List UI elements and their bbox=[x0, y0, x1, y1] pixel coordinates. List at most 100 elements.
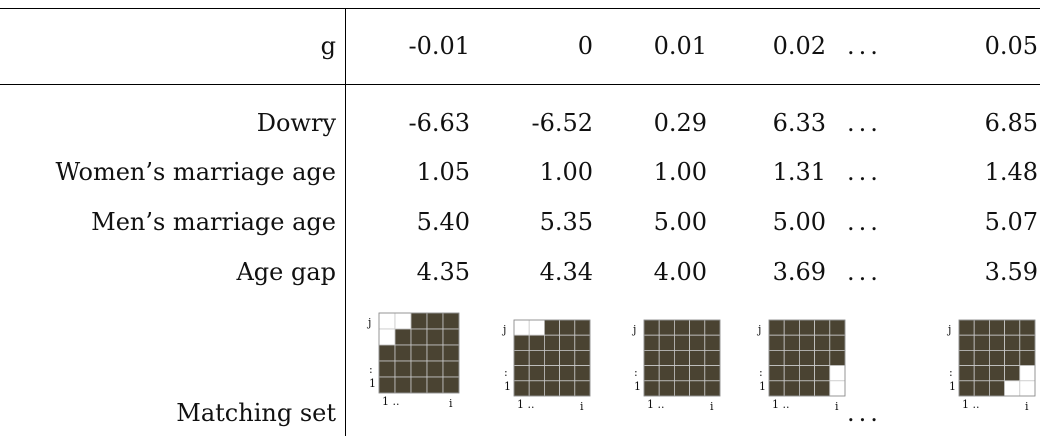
header-rule bbox=[0, 84, 1040, 85]
matrix-cell-filled bbox=[544, 334, 561, 351]
matrix-cell-filled bbox=[674, 365, 691, 382]
matrix-label-j: j bbox=[366, 316, 371, 329]
header-value: 0 bbox=[577, 32, 593, 60]
matrix-cell-filled bbox=[799, 380, 816, 397]
matrix-label-vdots: : bbox=[759, 366, 763, 379]
matrix-label-1-dots: 1 .. bbox=[962, 398, 980, 411]
matrix-cell-filled bbox=[989, 349, 1006, 366]
table-cell: 3.59 bbox=[984, 258, 1038, 286]
matrix-border bbox=[643, 319, 721, 397]
matrix-cell-empty bbox=[378, 328, 396, 346]
matching-set-matrix: j:1 1 .. i bbox=[755, 319, 847, 416]
matrix-cell-filled bbox=[513, 349, 530, 366]
matrix-cell-filled bbox=[674, 349, 691, 366]
matrix-cell-filled bbox=[643, 334, 660, 351]
matrix-label-i: i bbox=[835, 400, 839, 413]
matrix-cell-filled bbox=[559, 365, 576, 382]
matrix-cell-filled bbox=[442, 344, 460, 362]
matrix-cell-filled bbox=[768, 319, 785, 336]
matrix-label-j: j bbox=[756, 323, 761, 336]
matrix-cell-filled bbox=[958, 380, 975, 397]
matrix-cell-filled bbox=[799, 334, 816, 351]
matrix-cell-filled bbox=[704, 319, 721, 336]
matrix-cell-filled bbox=[958, 319, 975, 336]
matrix-cell-filled bbox=[513, 365, 530, 382]
table-cell: 4.35 bbox=[416, 258, 470, 286]
matrix-cell-filled bbox=[643, 319, 660, 336]
matrix-label-1-dots: 1 .. bbox=[647, 398, 665, 411]
matrix-label-i: i bbox=[1025, 400, 1029, 413]
matching-set-matrix: j:1 1 .. i bbox=[945, 319, 1037, 416]
matrix-cell-filled bbox=[989, 365, 1006, 382]
matrix-cell-filled bbox=[829, 334, 846, 351]
matrix-cell-filled bbox=[378, 376, 396, 394]
matrix-cell-filled bbox=[513, 334, 530, 351]
matrix-cell-filled bbox=[704, 365, 721, 382]
matrix-cell-filled bbox=[410, 328, 428, 346]
matrix-cell-empty bbox=[528, 319, 545, 336]
row-label-dowry: Dowry bbox=[256, 109, 336, 137]
label-column-divider bbox=[345, 8, 346, 436]
matrix-cell-filled bbox=[989, 319, 1006, 336]
matrix-label-i: i bbox=[449, 397, 453, 410]
matrix-cell-filled bbox=[704, 334, 721, 351]
matrix-cell-filled bbox=[829, 349, 846, 366]
table-cell: -6.63 bbox=[408, 109, 470, 137]
matrix-cell-filled bbox=[544, 380, 561, 397]
matrix-cell-filled bbox=[544, 349, 561, 366]
matrix-border bbox=[378, 312, 460, 394]
table-cell: 5.40 bbox=[416, 208, 470, 236]
matrix-cell-filled bbox=[768, 365, 785, 382]
matrix-cell-filled bbox=[958, 334, 975, 351]
matrix-cell-empty bbox=[513, 319, 530, 336]
matrix-cell-filled bbox=[574, 365, 591, 382]
matrix-cell-filled bbox=[559, 334, 576, 351]
matrix-cell-filled bbox=[783, 365, 800, 382]
matrix-border bbox=[513, 319, 591, 397]
matrix-cell-filled bbox=[814, 380, 831, 397]
matrix-cell-filled bbox=[674, 319, 691, 336]
table-cell: 5.35 bbox=[539, 208, 593, 236]
matrix-cell-filled bbox=[814, 334, 831, 351]
table-cell: 0.29 bbox=[653, 109, 707, 137]
matrix-cell-filled bbox=[704, 349, 721, 366]
matrix-cell-filled bbox=[643, 380, 660, 397]
matrix-cell-empty bbox=[1019, 380, 1036, 397]
table-cell: 5.00 bbox=[772, 208, 826, 236]
matrix-cell-filled bbox=[643, 349, 660, 366]
matrix-cell-filled bbox=[394, 376, 412, 394]
matrix-svg: j:1 1 .. i bbox=[756, 319, 846, 413]
header-value: 0.05 bbox=[984, 32, 1038, 60]
matrix-cell-filled bbox=[814, 319, 831, 336]
matrix-cell-filled bbox=[1004, 334, 1021, 351]
matrix-cell-filled bbox=[410, 344, 428, 362]
matrix-cell-filled bbox=[768, 334, 785, 351]
matrix-cell-filled bbox=[574, 334, 591, 351]
matrix-label-1-dots: 1 .. bbox=[382, 395, 400, 408]
matrix-svg: j:1 1 .. i bbox=[946, 319, 1036, 413]
matrix-cell-filled bbox=[442, 328, 460, 346]
matrix-cell-filled bbox=[658, 365, 675, 382]
table-cell: 5.00 bbox=[653, 208, 707, 236]
matrix-label-i: i bbox=[580, 400, 584, 413]
matrix-label-1: 1 bbox=[504, 380, 511, 393]
matrix-label-j: j bbox=[946, 323, 951, 336]
matrix-cell-empty bbox=[1019, 365, 1036, 382]
matrix-cell-filled bbox=[658, 334, 675, 351]
matrix-cell-filled bbox=[704, 380, 721, 397]
matrix-border bbox=[768, 319, 846, 397]
matrix-cell-filled bbox=[973, 380, 990, 397]
matrix-label-j: j bbox=[631, 323, 636, 336]
header-value: 0.01 bbox=[653, 32, 707, 60]
row-label-womens-marriage-age: Women’s marriage age bbox=[55, 158, 336, 186]
matrix-cell-filled bbox=[768, 380, 785, 397]
matrix-cell-filled bbox=[544, 319, 561, 336]
matrix-cell-filled bbox=[513, 380, 530, 397]
matrix-cell-filled bbox=[410, 360, 428, 378]
matrix-svg: j:1 1 .. i bbox=[366, 312, 460, 410]
table-cell: 1.00 bbox=[539, 158, 593, 186]
matrix-cell-filled bbox=[442, 312, 460, 330]
matrix-cell-filled bbox=[544, 365, 561, 382]
matrix-cell-filled bbox=[574, 349, 591, 366]
matrix-cell-filled bbox=[426, 328, 444, 346]
